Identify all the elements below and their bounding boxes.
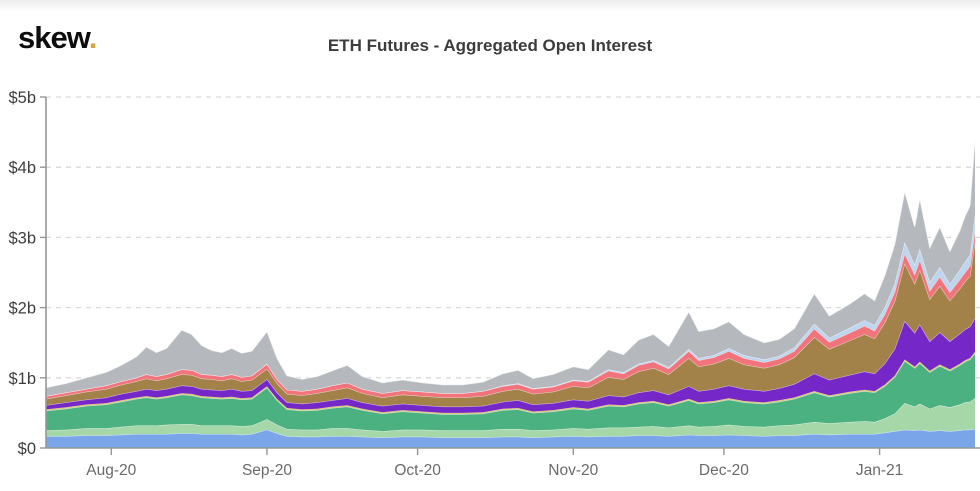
y-tick-label-$4b: $4b — [8, 159, 36, 177]
edge-gray-band — [45, 139, 976, 389]
x-tick-label-Dec-20: Dec-20 — [699, 462, 749, 479]
logo-text: skew — [18, 20, 90, 55]
x-tick-label-Nov-20: Nov-20 — [548, 462, 598, 479]
logo-dot: . — [88, 20, 98, 55]
y-tick-label-$0: $0 — [18, 440, 36, 458]
y-tick-label-$5b: $5b — [8, 89, 36, 107]
skew-logo[interactable]: skew. — [18, 20, 98, 56]
x-tick-label-Jan-21: Jan-21 — [856, 462, 903, 479]
y-tick-label-$3b: $3b — [8, 229, 36, 247]
page-title: ETH Futures - Aggregated Open Interest — [327, 36, 653, 55]
area-light-green-band — [46, 398, 975, 438]
y-tick-label-$1b: $1b — [8, 370, 36, 388]
area-olive-band — [46, 240, 975, 407]
y-tick-label-$2b: $2b — [8, 300, 36, 318]
area-gray-band — [46, 139, 975, 397]
top-shadow — [0, 0, 980, 12]
area-green-band — [46, 353, 975, 432]
header: skew. ETH Futures - Aggregated Open Inte… — [0, 0, 980, 70]
x-tick-label-Sep-20: Sep-20 — [242, 462, 292, 479]
x-tick-label-Aug-20: Aug-20 — [86, 462, 136, 479]
x-tick-label-Oct-20: Oct-20 — [394, 462, 441, 479]
